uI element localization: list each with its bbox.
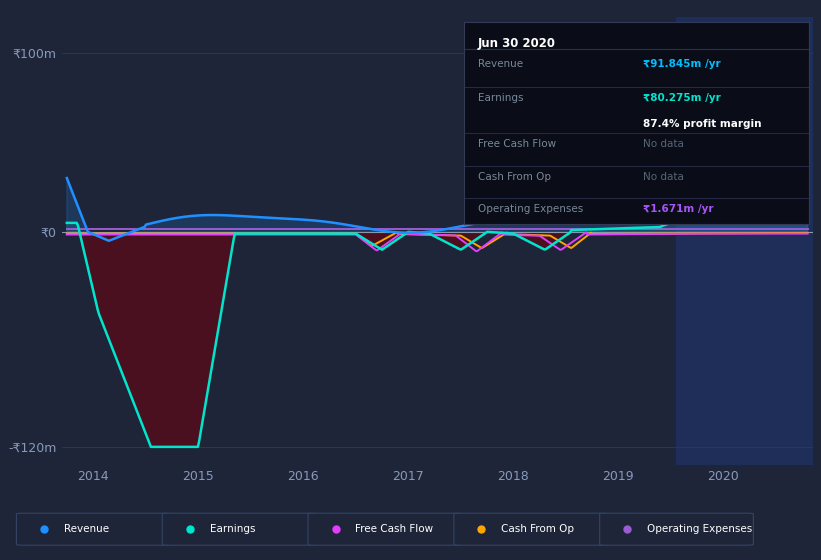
FancyBboxPatch shape [16,513,170,545]
FancyBboxPatch shape [308,513,461,545]
Text: 87.4% profit margin: 87.4% profit margin [643,119,762,129]
FancyBboxPatch shape [163,513,316,545]
Text: ₹80.275m /yr: ₹80.275m /yr [643,93,721,103]
Text: ₹1.671m /yr: ₹1.671m /yr [643,204,713,214]
Text: Earnings: Earnings [478,93,523,103]
Text: Operating Expenses: Operating Expenses [478,204,583,214]
FancyBboxPatch shape [599,513,754,545]
Text: Operating Expenses: Operating Expenses [647,524,752,534]
Text: Revenue: Revenue [478,59,523,69]
Text: Cash From Op: Cash From Op [501,524,574,534]
Text: Revenue: Revenue [64,524,109,534]
Text: No data: No data [643,171,684,181]
Text: Free Cash Flow: Free Cash Flow [478,139,556,150]
Text: No data: No data [643,139,684,150]
Text: Cash From Op: Cash From Op [478,171,551,181]
Text: ₹91.845m /yr: ₹91.845m /yr [643,59,721,69]
Text: Free Cash Flow: Free Cash Flow [355,524,433,534]
Bar [677,17,813,465]
Text: Earnings: Earnings [209,524,255,534]
FancyBboxPatch shape [454,513,608,545]
Text: Jun 30 2020: Jun 30 2020 [478,36,556,49]
